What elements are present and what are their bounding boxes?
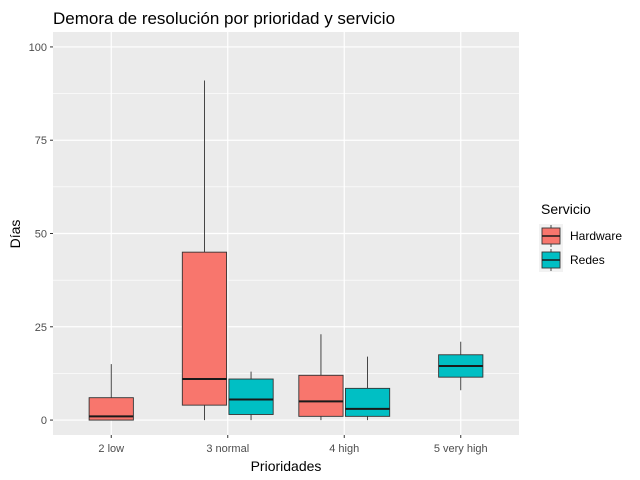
legend-item-hardware: Hardware [539, 224, 622, 248]
box-body [298, 374, 344, 417]
legend-label: Redes [570, 253, 605, 267]
y-axis-title: Días [7, 220, 23, 249]
y-axis: 0 25 50 75 100 [29, 42, 53, 427]
x-tick-label: 2 low [98, 443, 124, 455]
chart-title: Demora de resolución por prioridad y ser… [53, 9, 395, 28]
box-hardware-3-normal [181, 80, 228, 421]
box-redes-5-very-high [438, 341, 484, 391]
box-body [228, 378, 274, 415]
x-axis: 2 low 3 normal 4 high 5 very high [98, 435, 488, 455]
y-tick-label: 100 [29, 42, 47, 54]
box-redes-3-normal [228, 371, 274, 421]
x-axis-title: Prioridades [251, 458, 322, 474]
x-tick-label: 4 high [329, 443, 359, 455]
box-hardware-4-high [298, 334, 344, 421]
legend-items: Hardware Redes [539, 224, 622, 272]
box-hardware-2-low [88, 364, 134, 421]
box-body [344, 387, 391, 417]
y-tick-label: 0 [41, 415, 47, 427]
legend-item-redes: Redes [539, 248, 605, 272]
y-tick-label: 75 [35, 135, 47, 147]
box-series [88, 80, 484, 421]
legend: Servicio Hardware Redes [539, 201, 622, 272]
y-tick-label: 50 [35, 229, 47, 241]
box-body [181, 251, 228, 406]
box-body [88, 397, 134, 421]
x-tick-label: 3 normal [206, 443, 249, 455]
y-tick-label: 25 [35, 322, 47, 334]
box-redes-4-high [344, 356, 391, 421]
legend-label: Hardware [570, 229, 622, 243]
legend-title: Servicio [541, 201, 591, 217]
x-tick-label: 5 very high [434, 443, 488, 455]
